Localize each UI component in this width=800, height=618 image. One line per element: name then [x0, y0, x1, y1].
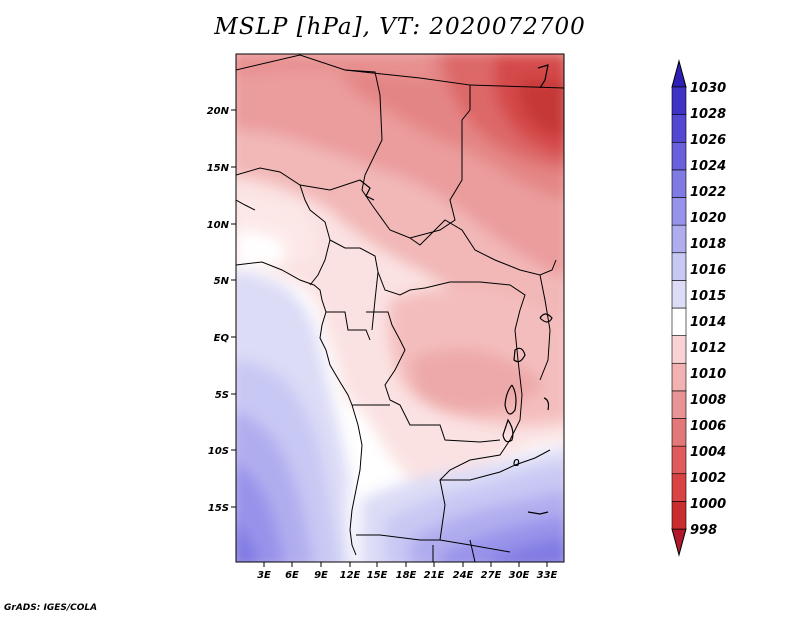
- colorbar-label: 1002: [690, 471, 726, 486]
- lat-label: 10S: [208, 446, 229, 457]
- colorbar-label: 1000: [690, 497, 726, 512]
- colorbar-label: 1030: [690, 81, 726, 96]
- colorbar-segment: [671, 362, 687, 392]
- lon-label: 30E: [509, 570, 530, 581]
- colorbar-label: 1015: [690, 289, 726, 304]
- map-frame: [235, 53, 565, 563]
- lat-label: 10N: [207, 220, 230, 231]
- colorbar-label: 1026: [690, 133, 726, 148]
- lakes: [359, 64, 553, 515]
- map-title: MSLP [hPa], VT: 2020072700: [214, 14, 586, 40]
- colorbar-segment: [671, 473, 687, 502]
- grads-credit: GrADS: IGES/COLA: [4, 603, 98, 613]
- colorbar-segment: [671, 114, 687, 143]
- lon-label: 6E: [285, 570, 299, 581]
- colorbar-label: 1018: [690, 237, 726, 252]
- lon-label: 12E: [340, 570, 361, 581]
- lon-label: 24E: [453, 570, 474, 581]
- colorbar-label: 1016: [690, 263, 726, 278]
- colorbar-label: 1012: [690, 341, 726, 356]
- colorbar-segment: [671, 307, 687, 336]
- colorbar-segment: [671, 280, 687, 309]
- lon-label: 33E: [537, 570, 558, 581]
- lon-label: 27E: [481, 570, 502, 581]
- colorbar-segment: [671, 335, 687, 364]
- colorbar-top-triangle: [671, 59, 687, 88]
- lat-label: 15S: [208, 503, 229, 514]
- colorbar-segment: [671, 197, 687, 226]
- colorbar-bottom-triangle: [671, 528, 687, 557]
- colorbar-label: 1022: [690, 185, 726, 200]
- colorbar-label: 1004: [690, 445, 726, 460]
- lon-label: 18E: [396, 570, 417, 581]
- colorbar-segment: [671, 141, 687, 171]
- colorbar-segment: [671, 418, 687, 447]
- colorbar-label: 998: [690, 523, 717, 538]
- colorbar-label: 1006: [690, 419, 726, 434]
- lat-label: 5S: [215, 390, 229, 401]
- colorbar-label: 1010: [690, 367, 726, 382]
- pressure-field: [236, 54, 564, 562]
- lat-axis: 20N 15N 10N 5N EQ 5S 10S 15S: [207, 106, 236, 514]
- lat-label: 5N: [214, 276, 230, 287]
- colorbar-label: 1028: [690, 107, 726, 122]
- colorbar-segment: [671, 252, 687, 281]
- lat-label: 20N: [207, 106, 230, 117]
- lat-label: EQ: [214, 333, 230, 344]
- lon-label: 3E: [257, 570, 271, 581]
- colorbar-segment: [671, 169, 687, 198]
- lat-label: 15N: [207, 163, 230, 174]
- colorbar-label: 1020: [690, 211, 726, 226]
- lon-label: 9E: [314, 570, 328, 581]
- lon-label: 21E: [424, 570, 445, 581]
- lon-axis: 3E 6E 9E 12E 15E 18E 21E 24E 27E 30E 33E: [257, 562, 558, 581]
- lon-label: 15E: [367, 570, 388, 581]
- country-borders: [236, 54, 564, 562]
- colorbar-label: 1024: [690, 159, 726, 174]
- colorbar-segment: [671, 224, 687, 254]
- colorbar-segment: [671, 390, 687, 419]
- colorbar-label: 1008: [690, 393, 726, 408]
- colorbar: 998 1000 1002 1004 1006 1008 1010 1012 1014 1015 1…: [671, 59, 726, 557]
- colorbar-label: 1014: [690, 315, 726, 330]
- colorbar-segment: [671, 445, 687, 475]
- colorbar-segment: [671, 86, 687, 115]
- colorbar-segment: [671, 501, 687, 530]
